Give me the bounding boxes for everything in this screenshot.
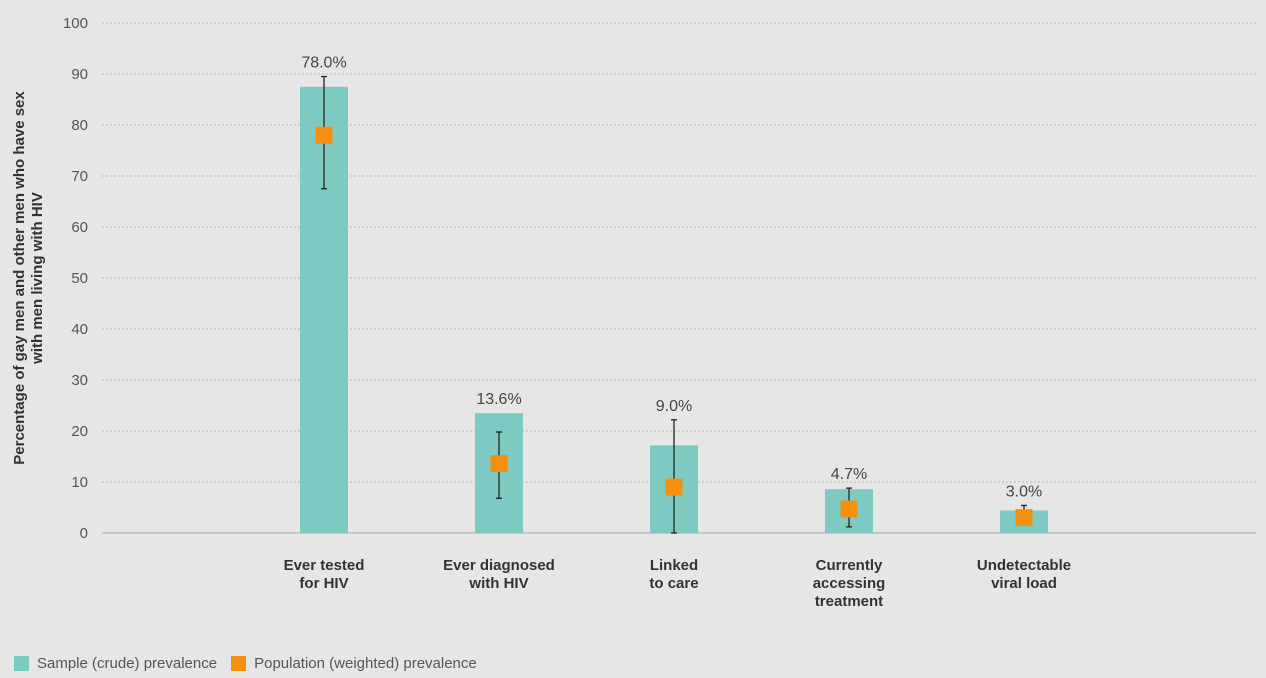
data-label: 78.0% (301, 55, 346, 72)
axes: 0 10 20 30 40 50 60 70 80 90 100 (63, 15, 1256, 542)
y-tick-label: 0 (80, 525, 88, 542)
y-axis-title-line: with men living with HIV (29, 192, 46, 365)
point-marker (315, 126, 333, 144)
data-label: 9.0% (656, 398, 692, 415)
y-tick-label: 80 (71, 117, 88, 134)
category-label: Ever tested (284, 557, 365, 574)
legend-item-population: Population (weighted) prevalence (231, 655, 477, 672)
category-label: Currently (816, 557, 883, 574)
error-bars (321, 75, 1027, 534)
legend-label-sample: Sample (crude) prevalence (37, 655, 218, 672)
y-tick-label: 60 (71, 219, 88, 236)
point-marker (840, 500, 858, 518)
category-label: Undetectable (977, 557, 1071, 574)
y-tick-label: 10 (71, 474, 88, 491)
legend: Sample (crude) prevalence Population (we… (14, 655, 491, 672)
data-label: 3.0% (1006, 483, 1042, 500)
category-label: for HIV (299, 575, 348, 592)
category-label: Ever diagnosed (443, 557, 555, 574)
grid-lines (102, 22, 1256, 483)
y-tick-label: 40 (71, 321, 88, 338)
category-label: to care (649, 575, 698, 592)
y-axis-title: Percentage of gay men and other men who … (11, 91, 46, 465)
point-marker (490, 455, 508, 473)
y-tick-label: 70 (71, 168, 88, 185)
point-marker (665, 478, 683, 496)
category-label: accessing (813, 575, 886, 592)
category-label: viral load (991, 575, 1057, 592)
y-tick-label: 30 (71, 372, 88, 389)
y-tick-label: 100 (63, 15, 88, 32)
y-tick-label: 90 (71, 66, 88, 83)
y-tick-label: 20 (71, 423, 88, 440)
data-labels: 78.0% 13.6% 9.0% 4.7% 3.0% (301, 55, 1042, 501)
points (315, 126, 1033, 527)
legend-swatch-sample (14, 656, 29, 671)
data-label: 13.6% (476, 391, 521, 408)
category-label: with HIV (468, 575, 528, 592)
category-label: treatment (815, 593, 883, 610)
data-label: 4.7% (831, 466, 867, 483)
y-axis-title-line: Percentage of gay men and other men who … (11, 91, 28, 465)
legend-item-sample: Sample (crude) prevalence (14, 655, 217, 672)
legend-label-population: Population (weighted) prevalence (254, 655, 477, 672)
legend-swatch-population (231, 656, 247, 671)
y-tick-label: 50 (71, 270, 88, 287)
point-marker (1015, 509, 1033, 527)
category-label: Linked (650, 557, 698, 574)
